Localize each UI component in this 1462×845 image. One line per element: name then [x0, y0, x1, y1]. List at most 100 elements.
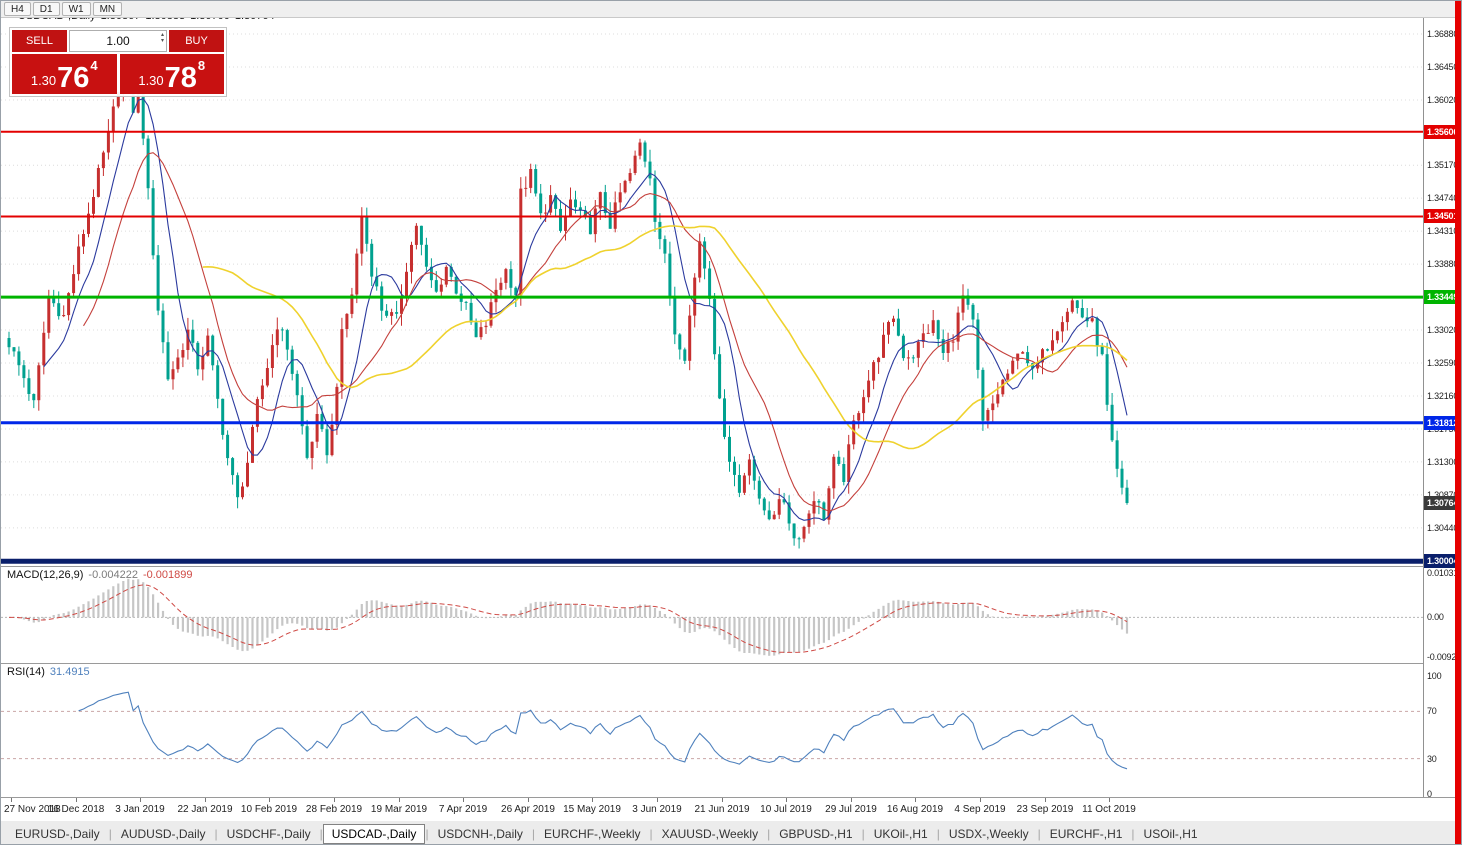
- tab-separator: |: [319, 826, 323, 841]
- chart-tab-xauusd-weekly[interactable]: XAUUSD-,Weekly: [661, 826, 759, 841]
- date-axis-label: 23 Sep 2019: [1016, 804, 1074, 815]
- price-chart-pane[interactable]: [1, 18, 1423, 566]
- tab-separator: |: [425, 826, 429, 841]
- date-axis-tick: [528, 798, 529, 802]
- date-axis-label: 28 Feb 2019: [305, 804, 363, 815]
- date-axis-tick: [786, 798, 787, 802]
- buy-button[interactable]: BUY: [169, 30, 224, 52]
- volume-stepper[interactable]: ▴ ▾: [161, 32, 164, 44]
- buy-price-big: 78: [164, 62, 197, 94]
- date-axis-label: 21 Jun 2019: [694, 804, 750, 815]
- price-axis-tick: 1.35170: [1427, 160, 1459, 170]
- sell-price-prefix: 1.30: [30, 73, 57, 88]
- chart-tab-usdchf-daily[interactable]: USDCHF-,Daily: [226, 826, 311, 841]
- tab-separator: |: [108, 826, 112, 841]
- date-axis-tick: [11, 798, 12, 802]
- sell-price-box[interactable]: 1.30 76 4: [12, 54, 117, 94]
- volume-value[interactable]: 1.00: [106, 34, 130, 48]
- volume-decrease-icon[interactable]: ▾: [160, 38, 164, 44]
- date-axis-label: 16 Dec 2018: [47, 804, 105, 815]
- tab-separator: |: [214, 826, 218, 841]
- buy-price-prefix: 1.30: [138, 73, 164, 88]
- rsi-axis-tick: 30: [1427, 754, 1437, 764]
- price-axis-tick: 1.33020: [1427, 325, 1459, 335]
- price-level-badge: 1.30004: [1424, 554, 1458, 568]
- date-axis-label: 27 Nov 2018: [4, 804, 61, 815]
- date-axis-label: 7 Apr 2019: [438, 804, 488, 815]
- macd-axis-tick: 0.00: [1427, 612, 1444, 622]
- timeframe-mn-button[interactable]: MN: [92, 2, 123, 16]
- date-axis-label: 19 Mar 2019: [370, 804, 428, 815]
- chart-tab-eurchf-h1[interactable]: EURCHF-,H1: [1049, 826, 1123, 841]
- sell-button[interactable]: SELL: [12, 30, 67, 52]
- price-axis-tick: 1.36880: [1427, 29, 1459, 39]
- chart-tab-ukoil-h1[interactable]: UKOil-,H1: [873, 826, 928, 841]
- price-axis-tick: 1.36020: [1427, 95, 1459, 105]
- price-axis-tick: 1.32590: [1427, 358, 1459, 368]
- date-axis-tick: [334, 798, 335, 802]
- chart-tab-audusd-daily[interactable]: AUDUSD-,Daily: [120, 826, 206, 841]
- date-axis-tick: [463, 798, 464, 802]
- date-axis-tick: [657, 798, 658, 802]
- price-level-badge: 1.31812: [1424, 416, 1458, 430]
- price-axis[interactable]: 1.36880 1.36450 1.36020 1.35170 1.34740 1.343…: [1423, 18, 1462, 799]
- date-axis-label: 10 Jul 2019: [760, 804, 812, 815]
- pane-separator[interactable]: [1, 663, 1457, 664]
- sell-price-pip: 4: [90, 58, 98, 73]
- chart-tab-usdcnh-daily[interactable]: USDCNH-,Daily: [437, 826, 523, 841]
- volume-increase-icon[interactable]: ▴: [160, 32, 164, 38]
- tab-separator: |: [649, 826, 653, 841]
- chart-tab-eurusd-daily[interactable]: EURUSD-,Daily: [15, 826, 100, 841]
- macd-axis-tick: 0.010311: [1427, 568, 1462, 578]
- tab-separator: |: [1131, 826, 1135, 841]
- sell-price-big: 76: [57, 62, 90, 94]
- date-axis-tick: [205, 798, 206, 802]
- one-click-trading-panel: SELL 1.00 ▴ ▾ BUY 1.30 76 4 1.30 78 8: [9, 27, 227, 97]
- timeframe-d1-button[interactable]: D1: [32, 2, 60, 16]
- chart-tab-usdcad-daily[interactable]: USDCAD-,Daily: [322, 823, 426, 844]
- date-axis[interactable]: 27 Nov 2018 16 Dec 2018 3 Jan 2019 22 Jan 2…: [1, 797, 1457, 821]
- date-axis-tick: [980, 798, 981, 802]
- window-edge-accent: [1455, 1, 1461, 844]
- date-axis-tick: [399, 798, 400, 802]
- date-axis-label: 10 Feb 2019: [240, 804, 298, 815]
- rsi-axis-tick: 0: [1427, 789, 1432, 799]
- price-axis-tick: 1.34740: [1427, 193, 1459, 203]
- date-axis-label: 29 Jul 2019: [825, 804, 877, 815]
- buy-price-box[interactable]: 1.30 78 8: [119, 54, 224, 94]
- date-axis-tick: [592, 798, 593, 802]
- chart-tab-usdx-weekly[interactable]: USDX-,Weekly: [948, 826, 1029, 841]
- tab-separator: |: [861, 826, 865, 841]
- timeframe-w1-button[interactable]: W1: [61, 2, 91, 16]
- macd-indicator-pane[interactable]: [1, 566, 1423, 663]
- date-axis-tick: [140, 798, 141, 802]
- macd-axis-tick: -0.009203: [1427, 652, 1462, 662]
- tab-separator: |: [1037, 826, 1041, 841]
- date-axis-label: 11 Oct 2019: [1082, 804, 1136, 815]
- price-axis-tick: 1.32160: [1427, 391, 1459, 401]
- chart-tab-gbpusd-h1[interactable]: GBPUSD-,H1: [779, 826, 853, 841]
- tab-separator: |: [531, 826, 536, 841]
- rsi-axis-tick: 100: [1427, 671, 1442, 681]
- chart-tab-bar: EURUSD-,Daily | AUDUSD-,Daily | USDCHF-,Dail…: [1, 821, 1457, 844]
- pane-separator: [1, 797, 1457, 798]
- date-axis-label: 16 Aug 2019: [886, 804, 944, 815]
- price-axis-tick: 1.36450: [1427, 62, 1459, 72]
- date-axis-label: 15 May 2019: [563, 804, 621, 815]
- rsi-indicator-pane[interactable]: [1, 663, 1423, 797]
- chart-tab-usoil-h1[interactable]: USOil-,H1: [1143, 826, 1198, 841]
- price-axis-tick: 1.30440: [1427, 523, 1459, 533]
- price-axis-tick: 1.30870: [1427, 490, 1459, 500]
- date-axis-tick: [722, 798, 723, 802]
- price-level-badge: 1.34501: [1424, 209, 1458, 223]
- volume-input[interactable]: 1.00 ▴ ▾: [69, 30, 167, 52]
- timeframe-h4-button[interactable]: H4: [4, 2, 31, 16]
- date-axis-label: 22 Jan 2019: [177, 804, 233, 815]
- current-price-badge: 1.30764: [1424, 496, 1458, 510]
- date-axis-tick: [76, 798, 77, 802]
- macd-label: MACD(12,26,9) -0.004222 -0.001899: [7, 569, 193, 581]
- chart-tab-eurchf-weekly[interactable]: EURCHF-,Weekly: [544, 826, 641, 841]
- pane-separator[interactable]: [1, 566, 1457, 567]
- date-axis-label: 3 Jun 2019: [632, 804, 682, 815]
